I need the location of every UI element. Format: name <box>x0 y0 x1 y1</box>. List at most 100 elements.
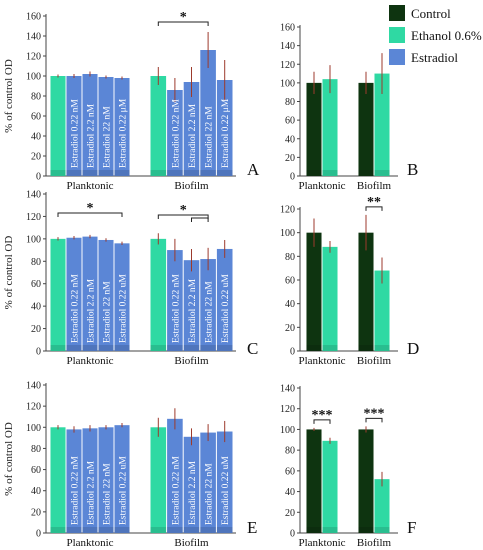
bar-base-shade <box>82 170 98 176</box>
bar-label: Estradiol 22 nM <box>205 106 215 168</box>
group-label: Planktonic <box>66 537 113 549</box>
y-tick-label: 80 <box>285 252 295 263</box>
y-tick-label: 0 <box>36 347 41 358</box>
bar-label: Estradiol 0.22 uM <box>119 456 129 525</box>
bar-base-shade <box>50 345 66 351</box>
bar <box>66 429 82 533</box>
bar-base-shade <box>66 527 82 533</box>
bar-label: Estradiol 0.22 uM <box>221 456 231 525</box>
y-tick-label: 80 <box>285 97 295 108</box>
bar-label: Estradiol 0.22 nM <box>71 456 81 525</box>
y-tick-label: 100 <box>280 228 295 239</box>
bar <box>114 243 130 351</box>
panel-a: 0 20 40 60 80 100 120 140 160 Estradiol 0.22 nM Es… <box>3 10 260 192</box>
bar-label: Estradiol 2.2 nM <box>188 460 198 525</box>
y-tick-label: 100 <box>280 78 295 89</box>
bar <box>66 76 82 176</box>
panel-letter: E <box>247 518 257 537</box>
group-label: Planktonic <box>298 537 345 549</box>
group-label: Planktonic <box>66 180 113 192</box>
bar <box>98 77 114 176</box>
y-tick-label: 120 <box>280 404 295 415</box>
panel-c: 0 20 40 60 80 100 120 140 Estradiol 0.22 nM Estra… <box>3 190 258 368</box>
y-tick-label: 40 <box>31 132 41 143</box>
panel-b: 0 20 40 60 80 100 120 140 160 Planktonic Biofilm B <box>280 23 418 193</box>
y-tick-label: 0 <box>290 172 295 183</box>
legend-label: Control <box>411 6 451 21</box>
bar-base-shade <box>374 170 390 176</box>
bar <box>98 239 114 351</box>
bar-base-shade <box>66 345 82 351</box>
bar-label: Estradiol 2.2 nM <box>188 278 198 343</box>
bar-base-shade <box>98 170 114 176</box>
bar <box>150 238 167 351</box>
bar-base-shade <box>114 527 130 533</box>
y-tick-label: 120 <box>280 205 295 216</box>
bar <box>150 427 167 533</box>
significance-label: * <box>87 201 94 216</box>
y-tick-label: 20 <box>31 324 41 335</box>
bar <box>374 479 390 533</box>
bar-base-shade <box>358 345 374 351</box>
y-tick-label: 80 <box>31 257 41 268</box>
bar <box>183 260 200 351</box>
bar <box>216 80 233 176</box>
y-tick-label: 40 <box>285 487 295 498</box>
significance-bracket <box>313 419 331 424</box>
y-tick-label: 20 <box>285 323 295 334</box>
y-tick-label: 100 <box>26 72 41 83</box>
bar <box>50 427 66 533</box>
significance-bracket <box>365 206 383 211</box>
bar-label: Estradiol 0.22 uM <box>221 274 231 343</box>
significance-label: *** <box>312 408 333 423</box>
bar-base-shade <box>374 527 390 533</box>
y-tick-label: 140 <box>26 32 41 43</box>
bar <box>82 236 98 351</box>
bar-base-shade <box>167 170 183 176</box>
bar-label: Estradiol 0.22 μM <box>221 98 231 168</box>
y-tick-label: 40 <box>285 134 295 145</box>
bar-base-shade <box>98 527 114 533</box>
bar <box>322 79 338 176</box>
significance-bracket <box>191 217 209 222</box>
y-tick-label: 20 <box>285 153 295 164</box>
bar <box>50 238 66 351</box>
legend-label: Ethanol 0.6% <box>411 28 482 43</box>
bar-base-shade <box>216 345 233 351</box>
y-tick-label: 60 <box>285 466 295 477</box>
bar-base-shade <box>150 345 167 351</box>
bar-base-shade <box>306 527 322 533</box>
bar-label: Estradiol 0.22 nM <box>171 456 181 525</box>
bar <box>322 246 338 351</box>
bar <box>358 82 374 176</box>
bar-base-shade <box>322 345 338 351</box>
bar <box>50 76 66 176</box>
bar <box>167 250 183 351</box>
y-tick-label: 80 <box>31 444 41 455</box>
panel-f: 0 20 40 60 80 100 120 140 Planktonic Biofilm *** **… <box>280 384 416 550</box>
group-label: Biofilm <box>174 180 209 192</box>
y-tick-label: 40 <box>31 302 41 313</box>
y-tick-label: 100 <box>26 423 41 434</box>
bar <box>150 76 167 176</box>
y-tick-label: 120 <box>26 402 41 413</box>
legend-label: Estradiol <box>411 50 458 65</box>
significance-label: ** <box>367 195 381 210</box>
significance-bracket <box>157 214 209 219</box>
bar-base-shade <box>200 170 216 176</box>
bar <box>82 74 98 176</box>
bar <box>98 427 114 533</box>
bar <box>306 232 322 351</box>
bar <box>82 428 98 533</box>
bar-base-shade <box>216 170 233 176</box>
significance-bracket <box>57 212 123 217</box>
y-tick-label: 140 <box>26 190 41 201</box>
significance-label: * <box>180 203 187 218</box>
bar-base-shade <box>82 527 98 533</box>
bar <box>374 73 390 176</box>
bar-label: Estradiol 22 nM <box>205 463 215 525</box>
y-tick-label: 120 <box>280 60 295 71</box>
y-tick-label: 140 <box>280 41 295 52</box>
bar-base-shade <box>358 170 374 176</box>
